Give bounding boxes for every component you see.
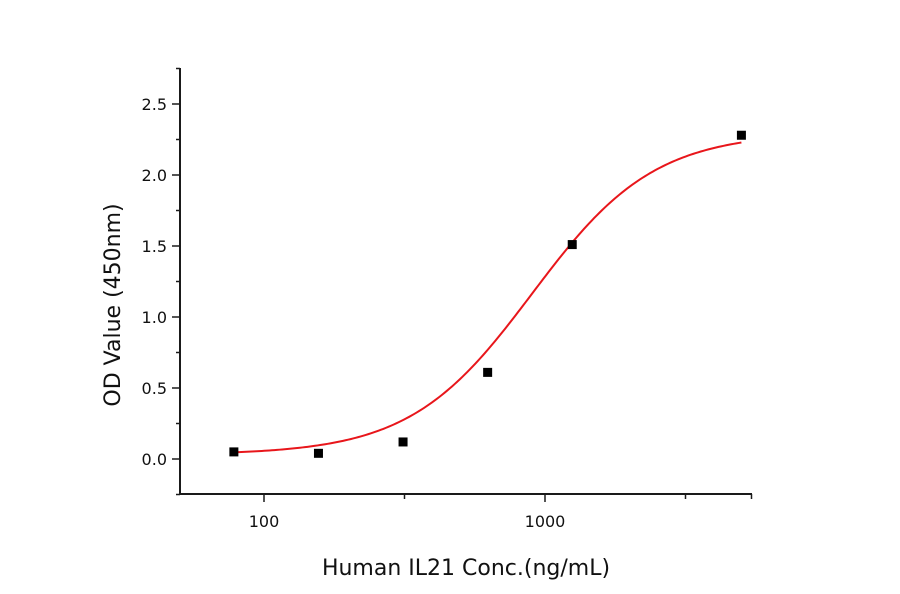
fit-curve xyxy=(233,141,742,454)
data-point-marker xyxy=(229,447,239,457)
y-axis: 0.0 0.5 1.0 1.5 2.0 2.5 xyxy=(142,67,181,496)
x-tick-label: 1000 xyxy=(525,512,566,531)
data-point-marker xyxy=(313,448,323,458)
x-axis: 100 1000 xyxy=(180,493,753,531)
y-tick-label: 1.0 xyxy=(142,308,167,327)
data-point-marker xyxy=(567,240,577,250)
x-tick-label: 100 xyxy=(249,512,280,531)
y-tick-label: 0.0 xyxy=(142,450,167,469)
y-tick-label: 0.5 xyxy=(142,379,167,398)
data-point-marker xyxy=(398,437,408,447)
data-points xyxy=(229,130,746,458)
x-axis-title: Human IL21 Conc.(ng/mL) xyxy=(322,556,610,581)
data-point-marker xyxy=(736,130,746,140)
data-point-marker xyxy=(483,367,493,377)
y-tick-label: 2.0 xyxy=(142,166,167,185)
y-axis-title: OD Value (450nm) xyxy=(101,203,126,406)
y-tick-label: 2.5 xyxy=(142,95,167,114)
y-tick-label: 1.5 xyxy=(142,237,167,256)
